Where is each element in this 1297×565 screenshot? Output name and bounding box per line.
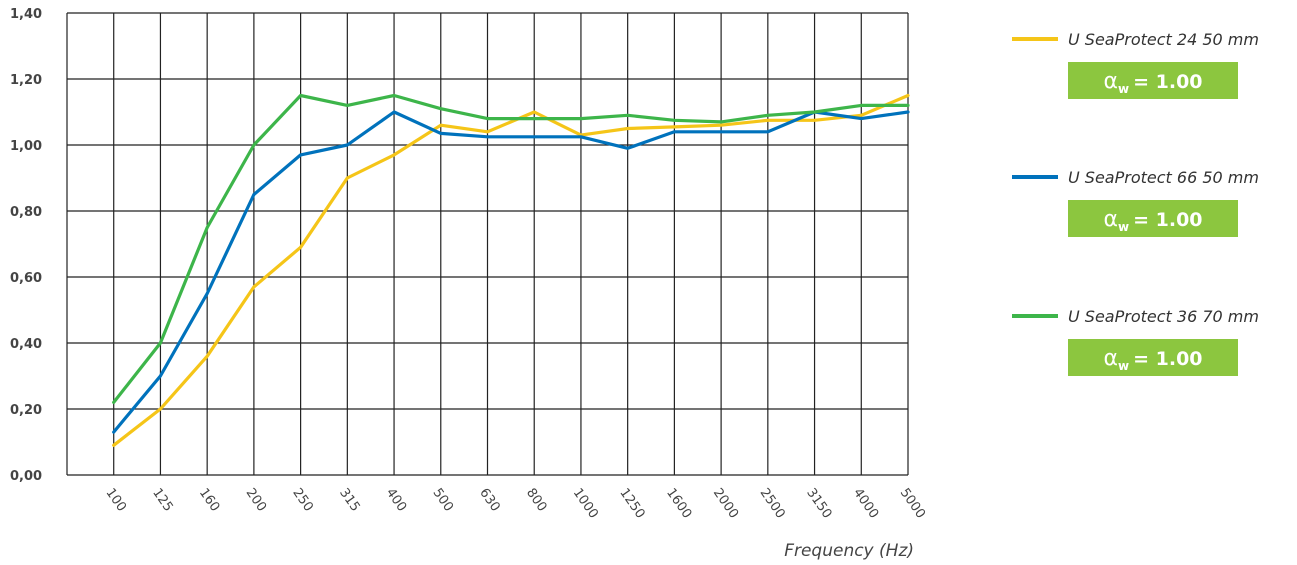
badge-text: αw = 1.00 [1103,69,1202,96]
badge-text: αw = 1.00 [1103,207,1202,234]
x-tick-label: 250 [289,486,316,515]
x-tick-label: 1000 [570,486,601,522]
badge-background [1068,200,1238,237]
legend-label-2: U SeaProtect 66 50 mm [1068,168,1259,187]
y-tick-label: 0,40 [10,337,42,352]
x-tick-label: 315 [336,486,363,515]
chart-legend: U SeaProtect 24 50 mm αw = 1.00 U SeaProtec… [1012,30,1259,376]
x-tick-label: 100 [102,486,129,515]
y-tick-label: 0,80 [10,205,42,220]
x-axis-ticks: 100 125 160 200 250 315 400 500 630 800 1000 1250 16… [102,486,928,522]
x-tick-label: 125 [149,486,176,515]
badge-background [1068,62,1238,99]
badge-text: αw = 1.00 [1103,346,1202,373]
y-tick-label: 1,20 [10,73,42,88]
x-tick-label: 800 [523,486,550,515]
x-axis-label: Frequency (Hz) [784,541,914,561]
x-tick-label: 400 [383,486,410,515]
chart-grid [66,12,909,476]
badge-background [1068,339,1238,376]
alpha-w-badge-1: αw = 1.00 [1068,62,1238,99]
legend-label-3: U SeaProtect 36 70 mm [1068,307,1259,326]
x-tick-label: 500 [430,486,457,515]
x-tick-label: 1600 [663,486,694,522]
x-tick-label: 2500 [757,486,788,522]
series-line-1 [112,93,910,447]
y-tick-label: 1,40 [10,7,42,22]
series-line-2 [112,110,910,434]
y-tick-label: 0,20 [10,403,42,418]
series-line-3 [112,93,910,404]
y-tick-label: 1,00 [10,139,42,154]
y-tick-label: 0,60 [10,271,42,286]
x-tick-label: 5000 [897,486,928,522]
y-axis-ticks: 0,00 0,20 0,40 0,60 0,80 1,00 1,20 1,40 [10,7,42,484]
y-tick-label: 0,00 [10,469,42,484]
alpha-w-badge-3: αw = 1.00 [1068,339,1238,376]
x-tick-label: 630 [476,486,503,515]
legend-label-1: U SeaProtect 24 50 mm [1068,30,1259,49]
x-tick-label: 4000 [850,486,881,522]
x-tick-label: 3150 [803,486,834,522]
alpha-w-badge-2: αw = 1.00 [1068,200,1238,237]
x-tick-label: 200 [243,486,270,515]
chart-series [112,93,910,447]
x-tick-label: 2000 [710,486,741,522]
x-tick-label: 1250 [616,486,647,522]
x-tick-label: 160 [196,486,223,515]
